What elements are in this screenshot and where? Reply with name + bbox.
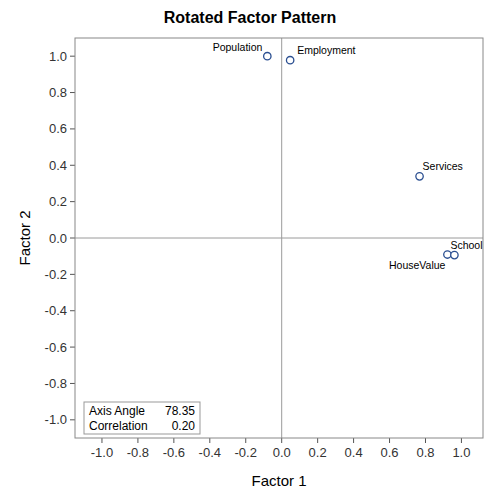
x-tick: [101, 438, 102, 443]
y-tick: [70, 347, 75, 348]
y-tick-label: 0.6: [49, 121, 67, 136]
y-tick: [70, 128, 75, 129]
y-zero-line: [75, 238, 483, 239]
point-label: School: [450, 239, 482, 251]
x-tick-label: -0.2: [235, 445, 257, 460]
x-tick-label: -0.8: [127, 445, 149, 460]
y-tick-label: 0.8: [49, 85, 67, 100]
x-tick-label: 0.6: [380, 445, 398, 460]
y-tick-label: -0.2: [45, 267, 67, 282]
y-tick: [70, 274, 75, 275]
inset-box: [84, 402, 200, 434]
point-label: HouseValue: [389, 259, 446, 271]
x-tick-label: 1.0: [452, 445, 470, 460]
inset-label: Axis Angle: [89, 404, 145, 418]
x-tick: [173, 438, 174, 443]
x-tick: [245, 438, 246, 443]
y-tick: [70, 92, 75, 93]
y-tick: [70, 310, 75, 311]
y-tick-label: 1.0: [49, 49, 67, 64]
y-tick: [70, 383, 75, 384]
points: [264, 52, 459, 258]
y-tick: [70, 201, 75, 202]
y-tick-label: -1.0: [45, 412, 67, 427]
inset-label: Correlation: [89, 419, 148, 433]
y-tick: [70, 56, 75, 57]
background: [0, 0, 500, 500]
y-tick-label: -0.8: [45, 376, 67, 391]
point-label: Services: [423, 160, 463, 172]
y-tick-label: 0.2: [49, 194, 67, 209]
title: Rotated Factor Pattern: [164, 9, 336, 26]
x-tick-label: 0.8: [416, 445, 434, 460]
y-tick-label: -0.6: [45, 340, 67, 355]
y-tick: [70, 419, 75, 420]
x-tick: [425, 438, 426, 443]
x-tick: [461, 438, 462, 443]
point-label: Employment: [297, 44, 355, 56]
x-tick-label: -0.6: [163, 445, 185, 460]
x-tick: [317, 438, 318, 443]
x-tick-label: 0.4: [345, 445, 363, 460]
y-tick-label: 0.4: [49, 158, 67, 173]
point-label: Population: [213, 41, 263, 53]
inset-value: 0.20: [172, 419, 196, 433]
y-axis-title: Factor 2: [16, 210, 33, 265]
point: [451, 251, 458, 258]
point: [416, 173, 423, 180]
plot-frame: [75, 38, 483, 438]
x-tick-label: -0.4: [199, 445, 221, 460]
x-tick: [389, 438, 390, 443]
y-tick: [70, 165, 75, 166]
x-tick-label: 0.2: [309, 445, 327, 460]
x-tick: [209, 438, 210, 443]
x-tick: [281, 438, 282, 443]
y-tick-label: 0.0: [49, 231, 67, 246]
chart: Rotated Factor Pattern -1.0 -0.8 -0.6 -0.4 -0…: [0, 0, 500, 500]
x-axis-title: Factor 1: [251, 472, 306, 489]
point: [264, 52, 271, 59]
y-tick: [70, 238, 75, 239]
point: [286, 56, 293, 63]
x-tick: [137, 438, 138, 443]
x-tick-label: 0.0: [273, 445, 291, 460]
inset-value: 78.35: [165, 404, 195, 418]
point: [444, 251, 451, 258]
x-tick-label: -1.0: [91, 445, 113, 460]
x-tick: [353, 438, 354, 443]
y-tick-label: -0.4: [45, 303, 67, 318]
